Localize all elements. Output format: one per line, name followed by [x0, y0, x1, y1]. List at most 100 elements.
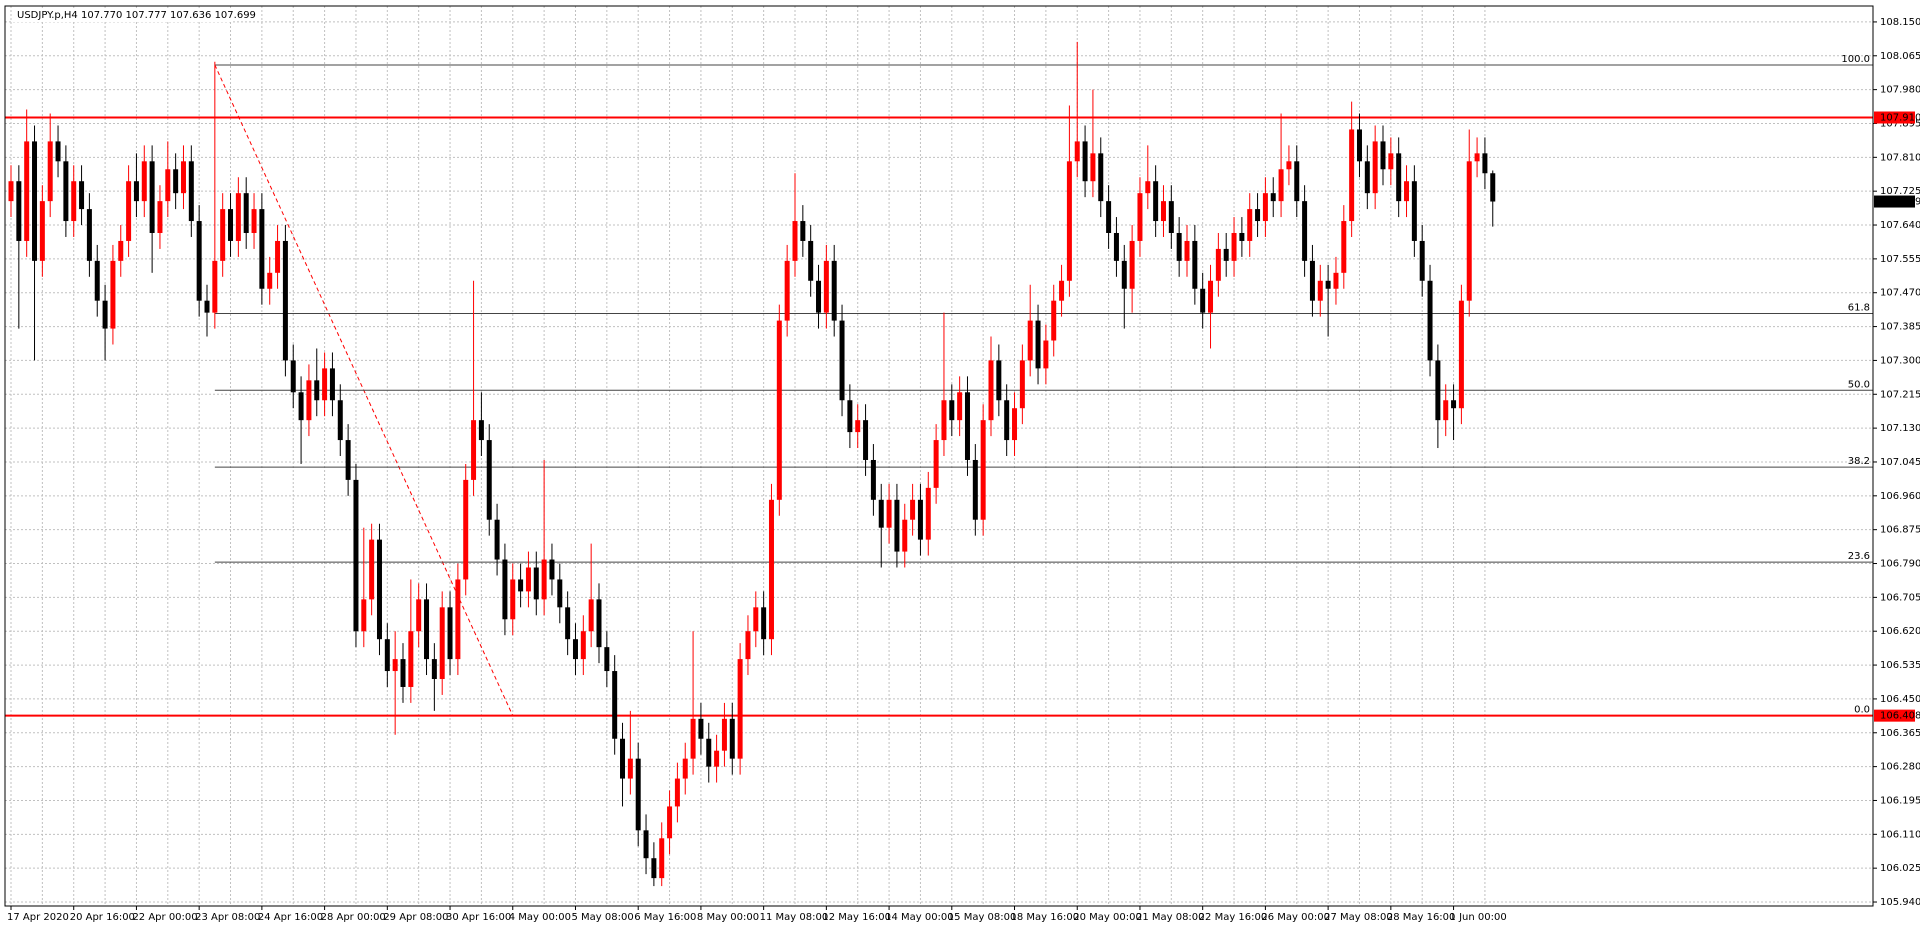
y-tick-label: 107.300 [1880, 355, 1920, 366]
candle-body [949, 400, 955, 421]
candle-body [855, 420, 861, 433]
candle-body [329, 368, 335, 401]
y-tick-label: 106.790 [1880, 559, 1920, 570]
candle-body [1278, 169, 1284, 202]
x-tick-label: 6 May 16:00 [634, 912, 696, 923]
candle-body [541, 559, 547, 600]
x-tick-label: 23 Apr 08:00 [195, 912, 260, 923]
candle-body [204, 300, 210, 313]
y-tick-label: 106.195 [1880, 795, 1920, 806]
candle-body [980, 420, 986, 520]
price-tag [1874, 111, 1915, 124]
candle-body [463, 479, 469, 580]
x-tick-label: 1 Jun 00:00 [1450, 912, 1507, 923]
candle-body [1035, 320, 1041, 369]
y-tick-label: 106.025 [1880, 863, 1920, 874]
candle-body [1200, 288, 1206, 313]
candle-body [933, 440, 939, 488]
candle-body [55, 141, 61, 162]
candle-body [471, 420, 477, 480]
y-tick-label: 107.045 [1880, 457, 1920, 468]
candle-body [792, 221, 798, 261]
fibo-level-label: 50.0 [1848, 379, 1870, 390]
candle-body [988, 360, 994, 421]
fibo-level-label: 61.8 [1848, 303, 1870, 314]
y-tick-label: 107.470 [1880, 288, 1920, 299]
candle-body [345, 440, 351, 480]
candle-body [816, 280, 822, 313]
candle-body [839, 320, 845, 401]
candle-body [118, 240, 124, 261]
candle-body [1309, 260, 1315, 301]
y-tick-label: 107.980 [1880, 85, 1920, 96]
candle-body [1043, 340, 1049, 369]
candle-body [925, 487, 931, 540]
candle-body [1333, 272, 1339, 289]
candle-body [1262, 193, 1268, 222]
y-tick-label: 106.110 [1880, 829, 1920, 840]
candle-body [1443, 400, 1449, 421]
candle-body [808, 240, 814, 281]
candle-body [1074, 141, 1080, 162]
candle-body [1059, 280, 1065, 301]
candle-body [729, 718, 735, 759]
candle-body [1349, 129, 1355, 222]
x-tick-label: 12 May 16:00 [822, 912, 891, 923]
candle-body [24, 141, 30, 241]
candle-body [784, 260, 790, 321]
candle-body [1215, 248, 1221, 281]
candle-body [1090, 153, 1096, 182]
candle-body [1435, 360, 1441, 421]
candle-body [392, 659, 398, 672]
candle-body [165, 169, 171, 202]
candle-body [957, 392, 963, 421]
candle-body [196, 221, 202, 301]
candle-body [557, 579, 563, 608]
candle-body [753, 607, 759, 632]
candle-body [1121, 260, 1127, 289]
candle-body [282, 240, 288, 361]
candle-body [1160, 201, 1166, 222]
candle-body [79, 181, 85, 210]
candle-body [1192, 240, 1198, 289]
candle-body [1066, 161, 1072, 281]
plot-frame [4, 5, 1874, 907]
candle-body [902, 519, 908, 552]
candle-body [1247, 209, 1253, 241]
candle-body [1372, 141, 1378, 194]
y-tick-label: 106.535 [1880, 660, 1920, 671]
candle-body [1411, 181, 1417, 241]
candle-body [1208, 280, 1214, 313]
x-tick-label: 8 May 00:00 [697, 912, 759, 923]
candle-body [1231, 232, 1237, 261]
candle-body [910, 499, 916, 520]
candle-body [667, 806, 673, 839]
candle-body [1356, 129, 1362, 162]
candle-body [698, 718, 704, 739]
candle-body [259, 209, 265, 289]
candle-body [635, 758, 641, 831]
candle-body [1419, 240, 1425, 281]
candle-body [478, 420, 484, 441]
candle-body [47, 141, 53, 202]
candle-body [235, 193, 241, 241]
candle-body [690, 718, 696, 759]
candle-body [1255, 209, 1261, 222]
x-tick-label: 4 May 00:00 [509, 912, 571, 923]
y-tick-label: 108.150 [1880, 17, 1920, 28]
candle-body [878, 499, 884, 528]
candle-body [275, 240, 281, 273]
candle-body [180, 161, 186, 194]
candle-body [1364, 161, 1370, 194]
y-tick-label: 107.725 [1880, 186, 1920, 197]
candle-body [894, 499, 900, 552]
candle-body [228, 209, 234, 241]
candle-body [800, 221, 806, 241]
candle-body [917, 499, 923, 540]
candle-body [424, 599, 430, 660]
candle-body [1458, 300, 1464, 409]
candle-body [1286, 161, 1292, 170]
candle-body [1341, 221, 1347, 273]
candle-body [620, 738, 626, 779]
